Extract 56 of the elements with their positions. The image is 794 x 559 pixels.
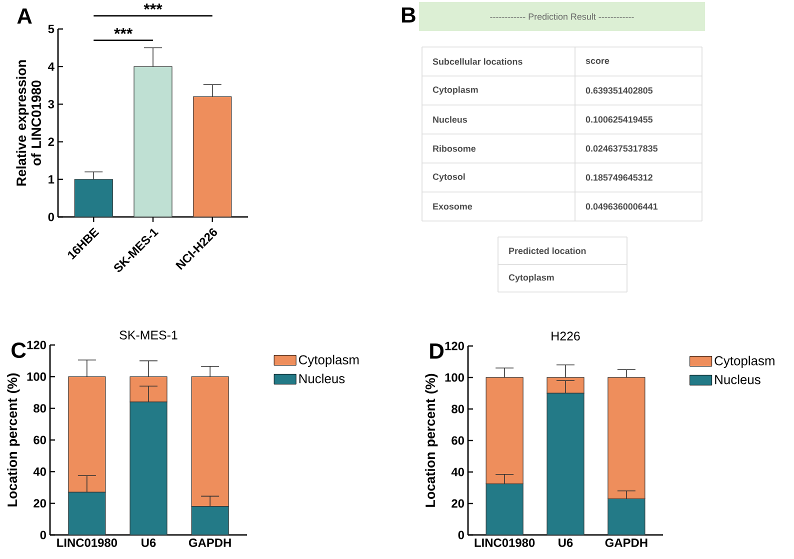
y-tick-label: 80 (452, 404, 464, 414)
x-tick-label: GAPDH (188, 538, 231, 547)
chart-title: SK-MES-1 (120, 330, 178, 340)
y-tick-label: 60 (34, 436, 46, 444)
text: D (430, 344, 444, 359)
y-tick-label: 120 (445, 342, 464, 350)
category-label: Cytoplasm (432, 86, 478, 95)
annotation: *** (114, 28, 133, 34)
y-axis-title: Relative expression of LINC01980 (16, 60, 41, 186)
y-tick-label: 4 (48, 62, 54, 71)
y-tick-label: 5 (48, 24, 54, 34)
y-tick-label: 20 (34, 499, 46, 508)
x-tick-label: LINC01980 (57, 538, 118, 547)
y-tick-label: 1 (48, 175, 54, 184)
legend-label: Cytoplasm (298, 354, 359, 367)
data-label: 0.0246375317835 (586, 145, 658, 152)
data-label: 0.100625419455 (586, 116, 653, 123)
y-tick-label: 100 (27, 372, 46, 381)
y-tick-label: 2 (48, 138, 54, 146)
category-label: Cytosol (432, 173, 465, 182)
data-label: 0.185749645312 (586, 174, 652, 181)
legend-label: Nucleus (299, 374, 345, 384)
chart-title: H226 (552, 332, 580, 340)
y-tick-label: 0 (458, 530, 464, 540)
y-tick-label: 100 (445, 373, 464, 382)
y-tick-label: 0 (48, 212, 54, 222)
x-tick-label: U6 (142, 538, 156, 547)
text: Predicted location (509, 247, 586, 254)
y-axis-title: Location percent (%) (7, 373, 20, 506)
x-tick-label: LINC01980 (474, 538, 535, 547)
text: Cytoplasm (508, 274, 554, 282)
category-label: Ribosome (433, 145, 476, 152)
category-label: Exosome (433, 203, 472, 210)
category-label: Nucleus (433, 116, 468, 123)
data-label: 0.0496360006441 (586, 203, 658, 210)
text: C (12, 342, 26, 358)
text: B (402, 7, 416, 23)
text: Subcellular locations (432, 58, 522, 65)
legend-label: Cytoplasm (714, 356, 774, 368)
y-axis-title: Location percent (%) (425, 374, 438, 507)
text: *** (144, 4, 162, 10)
y-tick-label: 20 (452, 499, 464, 508)
y-tick-label: 40 (451, 468, 464, 476)
y-tick-label: 40 (33, 467, 46, 476)
x-tick-label: GAPDH (605, 538, 648, 547)
y-tick-label: 3 (48, 100, 54, 108)
text: A (17, 8, 32, 24)
text: score (586, 59, 610, 64)
y-tick-label: 120 (27, 340, 46, 350)
y-tick-label: 80 (34, 404, 46, 413)
y-tick-label: 60 (452, 436, 464, 445)
data-label: 0.639351402805 (586, 87, 653, 94)
y-tick-label: 0 (40, 530, 46, 540)
x-tick-label: U6 (558, 538, 573, 547)
legend-label: Nucleus (715, 374, 760, 384)
text: ------------ Prediction Result ------------ (490, 13, 634, 20)
